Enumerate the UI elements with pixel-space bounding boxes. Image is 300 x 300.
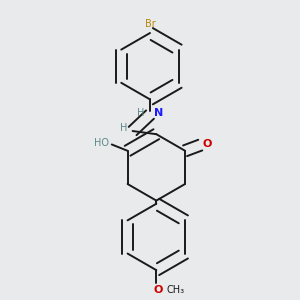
Text: HO: HO: [94, 138, 109, 148]
Text: N: N: [154, 108, 163, 118]
Text: H: H: [120, 124, 128, 134]
Text: CH₃: CH₃: [167, 285, 184, 295]
Text: Br: Br: [145, 19, 155, 29]
Text: O: O: [203, 140, 212, 149]
Text: H: H: [137, 108, 144, 118]
Text: O: O: [153, 285, 163, 295]
